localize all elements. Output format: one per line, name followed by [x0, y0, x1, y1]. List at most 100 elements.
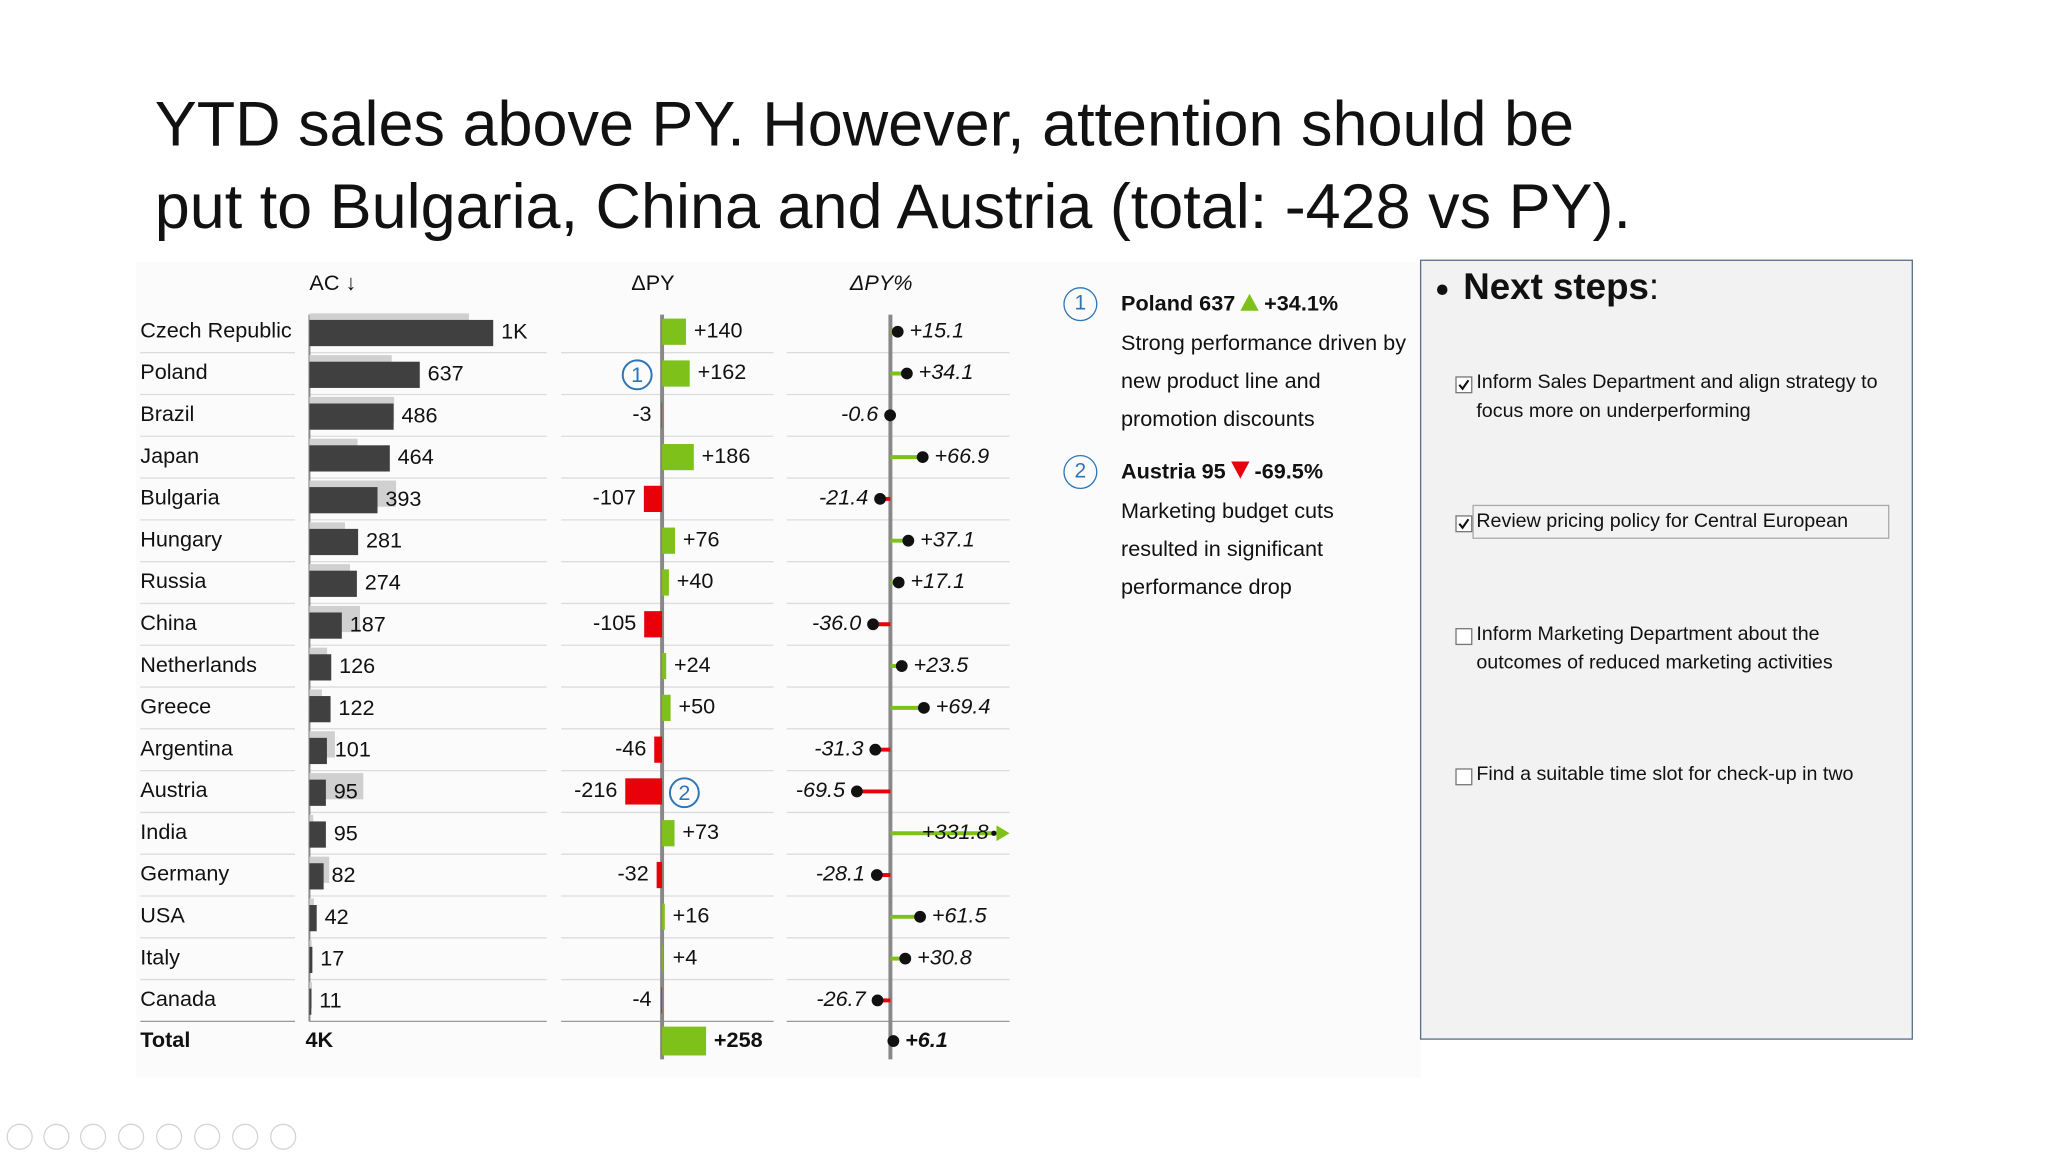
comment: 1 Poland 637 +34.1% Strong performance driv… [1063, 286, 1417, 439]
next-steps-heading: Next steps: [1437, 266, 1659, 308]
comment-text: Marketing budget cuts resulted in signif… [1121, 499, 1334, 600]
toolbar-icon[interactable] [156, 1123, 183, 1150]
dpy-bar [656, 861, 663, 889]
ac-value-label: 486 [401, 402, 437, 427]
ac-bar [309, 946, 313, 974]
dpy-value-label: +50 [678, 694, 715, 719]
comment-change: +34.1% [1264, 292, 1339, 316]
dpy-pct-value-label: +17.1 [910, 568, 965, 593]
ac-bar [309, 696, 331, 723]
dpy-value-label: +4 [673, 944, 698, 969]
ac-value-label: 1K [501, 319, 528, 344]
dpy-value-label: -107 [593, 485, 636, 510]
ac-bar [309, 319, 494, 347]
dpy-pct-value-label: +30.8 [917, 944, 972, 969]
category-label: Czech Republic [140, 317, 292, 342]
category-label: Hungary [140, 526, 222, 551]
ac-bar [309, 905, 317, 932]
heading-text: Next steps [1463, 266, 1649, 307]
dpy-value-label: +73 [682, 819, 719, 844]
direction-triangle [1230, 461, 1250, 479]
total-label: Total [140, 1027, 190, 1052]
next-steps-panel: Next steps: Inform Sales Department and … [1419, 259, 1913, 1040]
ac-bar [309, 403, 394, 430]
checkbox[interactable] [1455, 628, 1473, 646]
dpy-pct-value-label: +69.4 [936, 694, 991, 719]
checkbox[interactable] [1455, 515, 1473, 533]
dpy-pct-value-label: -0.6 [841, 401, 879, 426]
callout-number: 2 [678, 780, 690, 805]
pin-head [914, 910, 926, 923]
toolbar-icon[interactable] [232, 1123, 259, 1150]
category-label: Netherlands [140, 652, 257, 677]
toolbar-icon[interactable] [79, 1123, 107, 1150]
dpy-value-label: -216 [574, 777, 617, 802]
checkbox[interactable] [1455, 376, 1473, 394]
ac-bar [309, 528, 359, 556]
dpy-bar [662, 903, 665, 930]
ac-value-label: 126 [339, 653, 375, 678]
ac-value-label: 464 [398, 444, 434, 469]
dpy-bar [662, 694, 671, 721]
pin-head [874, 492, 886, 505]
dpy-pct-value-label: -31.3 [814, 735, 863, 760]
slide-title: YTD sales above PY. However, attention s… [154, 90, 1631, 243]
comment-heading: Poland 637 +34.1% [1121, 286, 1417, 323]
next-step-text: Inform Sales Department and align strate… [1476, 371, 1878, 423]
dpy-value-label: -4 [632, 986, 651, 1011]
ac-value-label: 122 [338, 695, 374, 720]
pin-head [900, 367, 913, 380]
next-step-item: Review pricing policy for Central Europe… [1455, 504, 1890, 539]
dpy-bar [662, 945, 663, 972]
toolbar-icon[interactable] [270, 1123, 297, 1150]
pin-head [902, 534, 915, 547]
dpy-value-label: +162 [698, 359, 747, 384]
ac-value-label: 11 [319, 987, 341, 1012]
ac-value-label: 17 [320, 946, 344, 971]
toolbar-icon[interactable] [118, 1123, 145, 1150]
dpy-bar [661, 987, 663, 1014]
pin-head [991, 830, 997, 836]
ac-value-label: 42 [325, 904, 349, 929]
pin-head [899, 952, 912, 965]
callout-circle [668, 777, 700, 809]
dpy-value-label: -3 [632, 401, 651, 426]
category-label: Russia [140, 568, 207, 593]
pin-head [891, 325, 904, 338]
toolbar-icon[interactable] [194, 1123, 221, 1150]
ac-bar [309, 988, 312, 1015]
pin-head [850, 785, 863, 798]
column-header: AC ↓ [309, 270, 356, 295]
dpy-value-label: +140 [694, 317, 743, 342]
ac-bar [309, 863, 324, 890]
dpy-pct-value-label: +23.5 [914, 652, 970, 677]
total-pin-head [887, 1035, 900, 1047]
pin-head [892, 576, 905, 589]
dpy-value-label: +186 [702, 443, 751, 468]
toolbar-icon[interactable] [43, 1123, 70, 1150]
checkbox[interactable] [1455, 768, 1473, 786]
dpy-value-label: -105 [593, 610, 636, 635]
comment-text: Strong performance driven by new product… [1121, 331, 1407, 432]
ac-value-label: 274 [365, 570, 401, 595]
dpy-value-label: +24 [674, 652, 711, 677]
ac-value-label: 393 [385, 486, 421, 511]
toolbar-icon[interactable] [6, 1123, 33, 1150]
category-label: Canada [140, 986, 217, 1011]
dpy-pct-value-label: -26.7 [816, 986, 866, 1011]
callout-number: 1 [631, 362, 643, 387]
dpy-pct-value-label: +37.1 [920, 526, 975, 551]
callout-circle [621, 359, 653, 391]
category-label: Italy [140, 944, 180, 969]
category-label: India [140, 819, 188, 844]
pin-head [870, 869, 883, 881]
dpy-bar [643, 485, 663, 513]
ac-bar [309, 361, 420, 388]
column-header: ΔPY% [849, 270, 913, 295]
dpy-bar [654, 736, 663, 763]
next-step-item: Find a suitable time slot for check-up i… [1455, 760, 1890, 789]
comment-change: -69.5% [1254, 460, 1324, 484]
